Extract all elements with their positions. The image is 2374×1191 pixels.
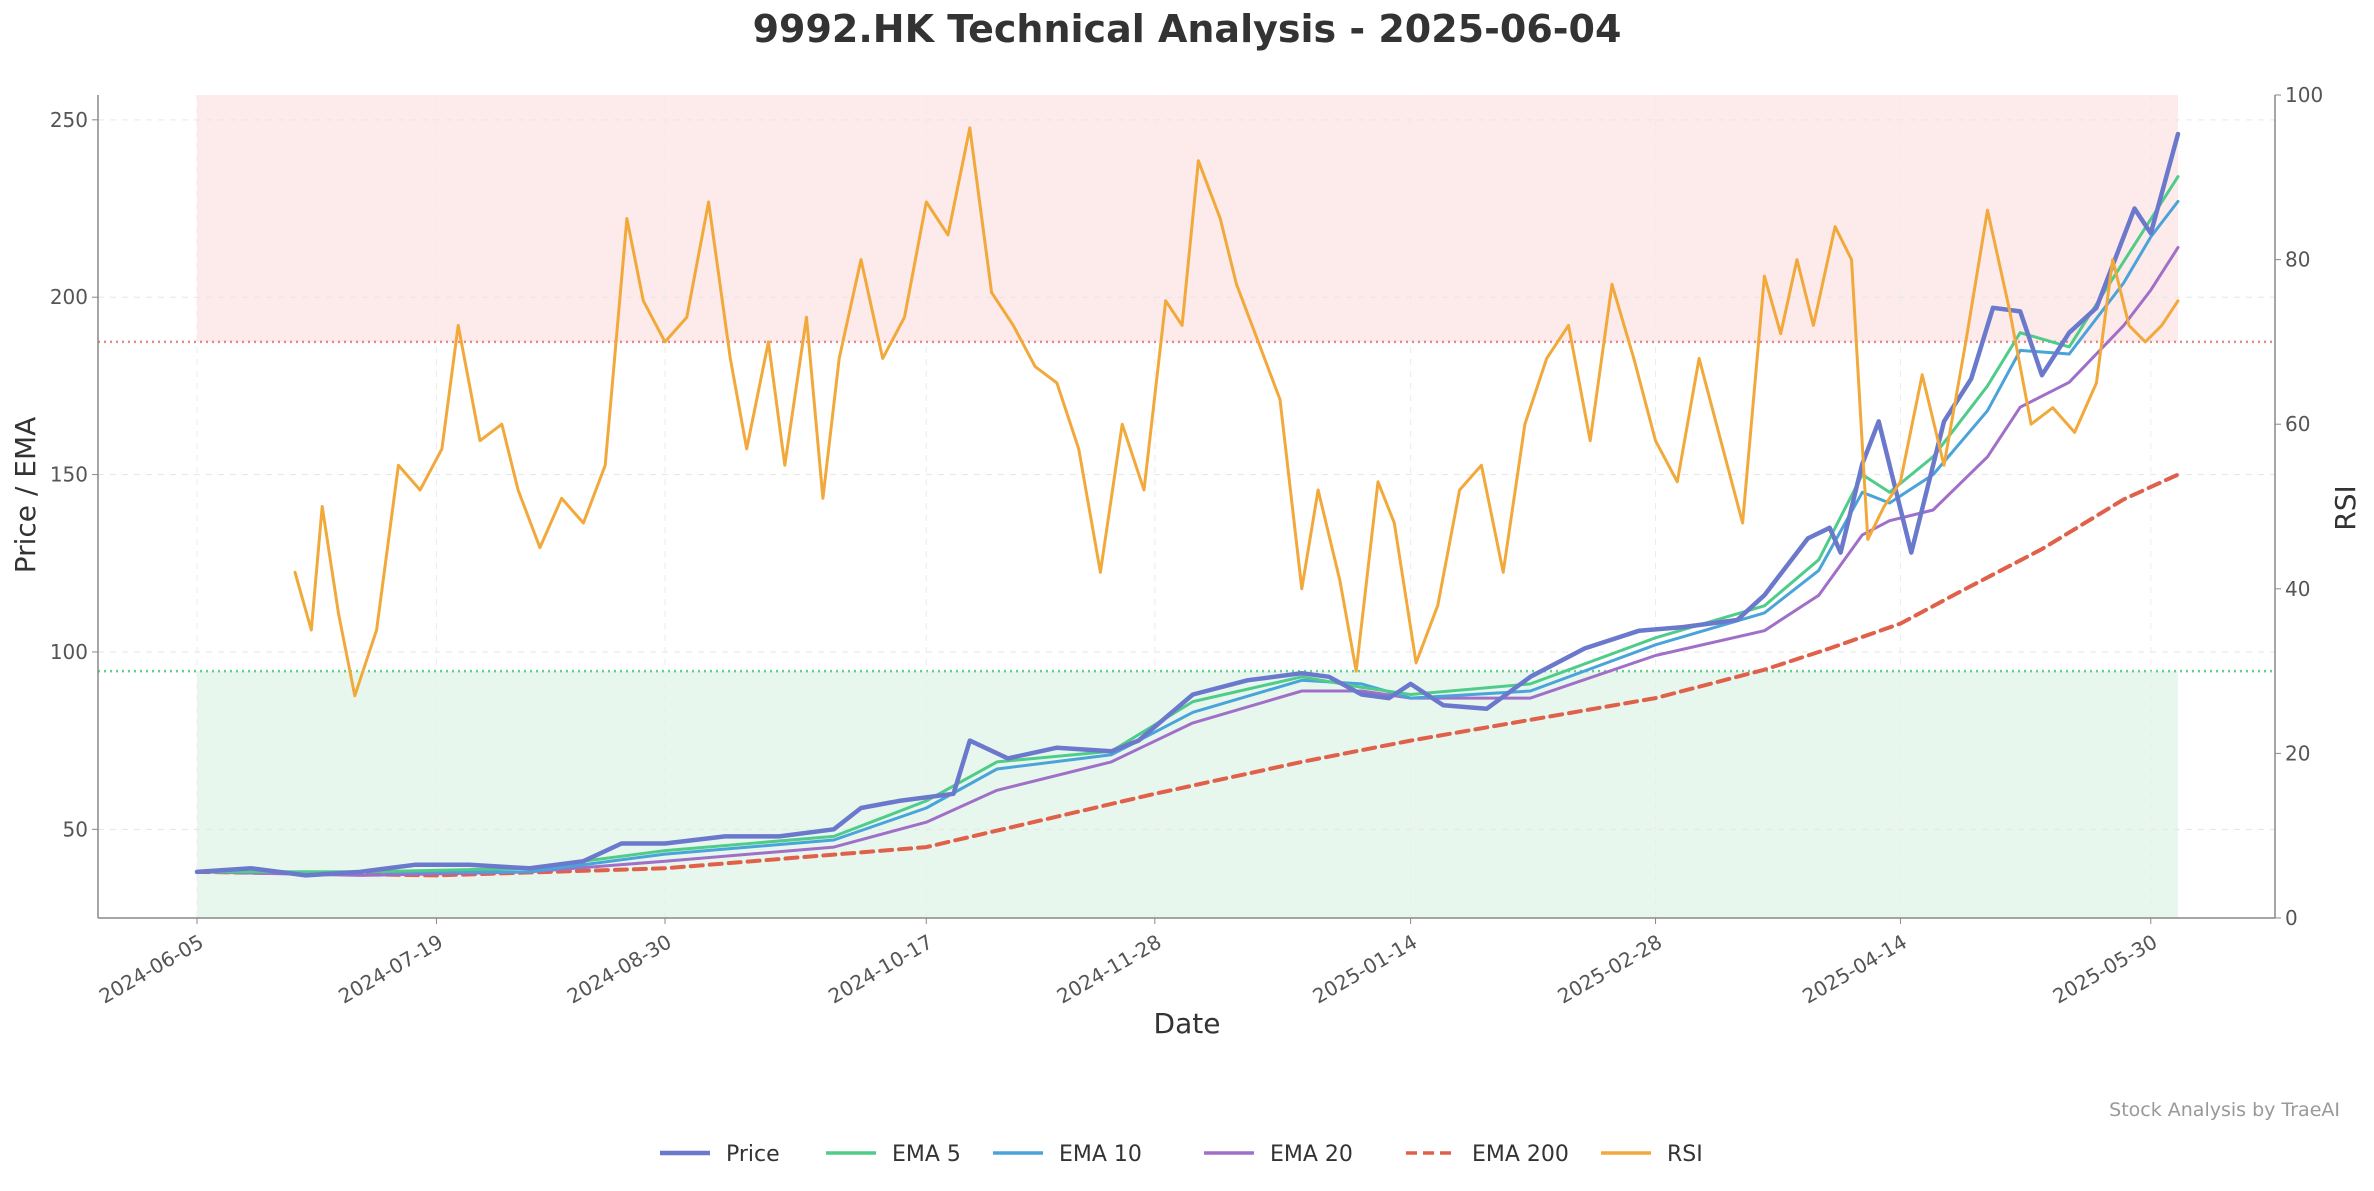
y2-tick-label: 20 bbox=[2285, 741, 2310, 765]
axes bbox=[97, 95, 2276, 919]
y2-axis-label: RSI bbox=[2329, 485, 2362, 531]
x-tick-label: 2025-05-30 bbox=[2049, 930, 2162, 1009]
legend-rsi-label: RSI bbox=[1667, 1142, 1703, 1167]
y2-tick-label: 60 bbox=[2285, 412, 2310, 436]
legend-ema10-label: EMA 10 bbox=[1059, 1142, 1142, 1167]
series-price-line bbox=[194, 131, 2181, 878]
rsi-zones bbox=[98, 95, 2275, 918]
legend-ema5-label: EMA 5 bbox=[892, 1142, 961, 1167]
y2-tick-label: 40 bbox=[2285, 577, 2310, 601]
series-rsi-line bbox=[293, 126, 2180, 698]
watermark-text: Stock Analysis by TraeAI bbox=[2109, 1099, 2340, 1121]
y2-tick-label: 0 bbox=[2285, 906, 2298, 930]
overbought-zone bbox=[197, 95, 2178, 342]
x-tick-label: 2025-04-14 bbox=[1798, 930, 1911, 1009]
y-tick-label: 100 bbox=[50, 640, 88, 664]
series-ema200-line bbox=[195, 472, 2180, 878]
legend-price-label: Price bbox=[726, 1142, 780, 1167]
series-ema20-line bbox=[195, 246, 2180, 877]
x-axis-label: Date bbox=[1154, 1007, 1221, 1040]
y2-tick-label: 100 bbox=[2285, 83, 2323, 107]
oversold-zone bbox=[197, 671, 2178, 918]
x-tick-label: 2025-01-14 bbox=[1308, 930, 1421, 1009]
y-tick-label: 200 bbox=[50, 285, 88, 309]
x-tick-label: 2024-10-17 bbox=[824, 930, 937, 1009]
series-ema5-line bbox=[195, 175, 2180, 874]
legend-ema200-label: EMA 200 bbox=[1472, 1142, 1569, 1167]
x-tick-label: 2024-06-05 bbox=[95, 930, 208, 1009]
series-lines bbox=[194, 126, 2181, 878]
chart-title: 9992.HK Technical Analysis - 2025-06-04 bbox=[753, 7, 1622, 51]
series-ema10-line bbox=[195, 199, 2180, 874]
x-tick-label: 2024-08-30 bbox=[563, 930, 676, 1009]
x-tick-label: 2025-02-28 bbox=[1553, 930, 1666, 1009]
y-tick-label: 150 bbox=[50, 463, 88, 487]
x-tick-label: 2024-07-19 bbox=[334, 930, 447, 1009]
legend: Price EMA 5 EMA 10 EMA 20 EMA 200 RSI bbox=[660, 1142, 1703, 1167]
legend-ema20-label: EMA 20 bbox=[1270, 1142, 1353, 1167]
y2-tick-label: 80 bbox=[2285, 248, 2310, 272]
grid-lines bbox=[98, 95, 2275, 918]
y-tick-label: 250 bbox=[50, 108, 88, 132]
x-tick-label: 2024-11-28 bbox=[1053, 930, 1166, 1009]
y-axis-label: Price / EMA bbox=[9, 417, 42, 574]
y-tick-label: 50 bbox=[63, 817, 88, 841]
